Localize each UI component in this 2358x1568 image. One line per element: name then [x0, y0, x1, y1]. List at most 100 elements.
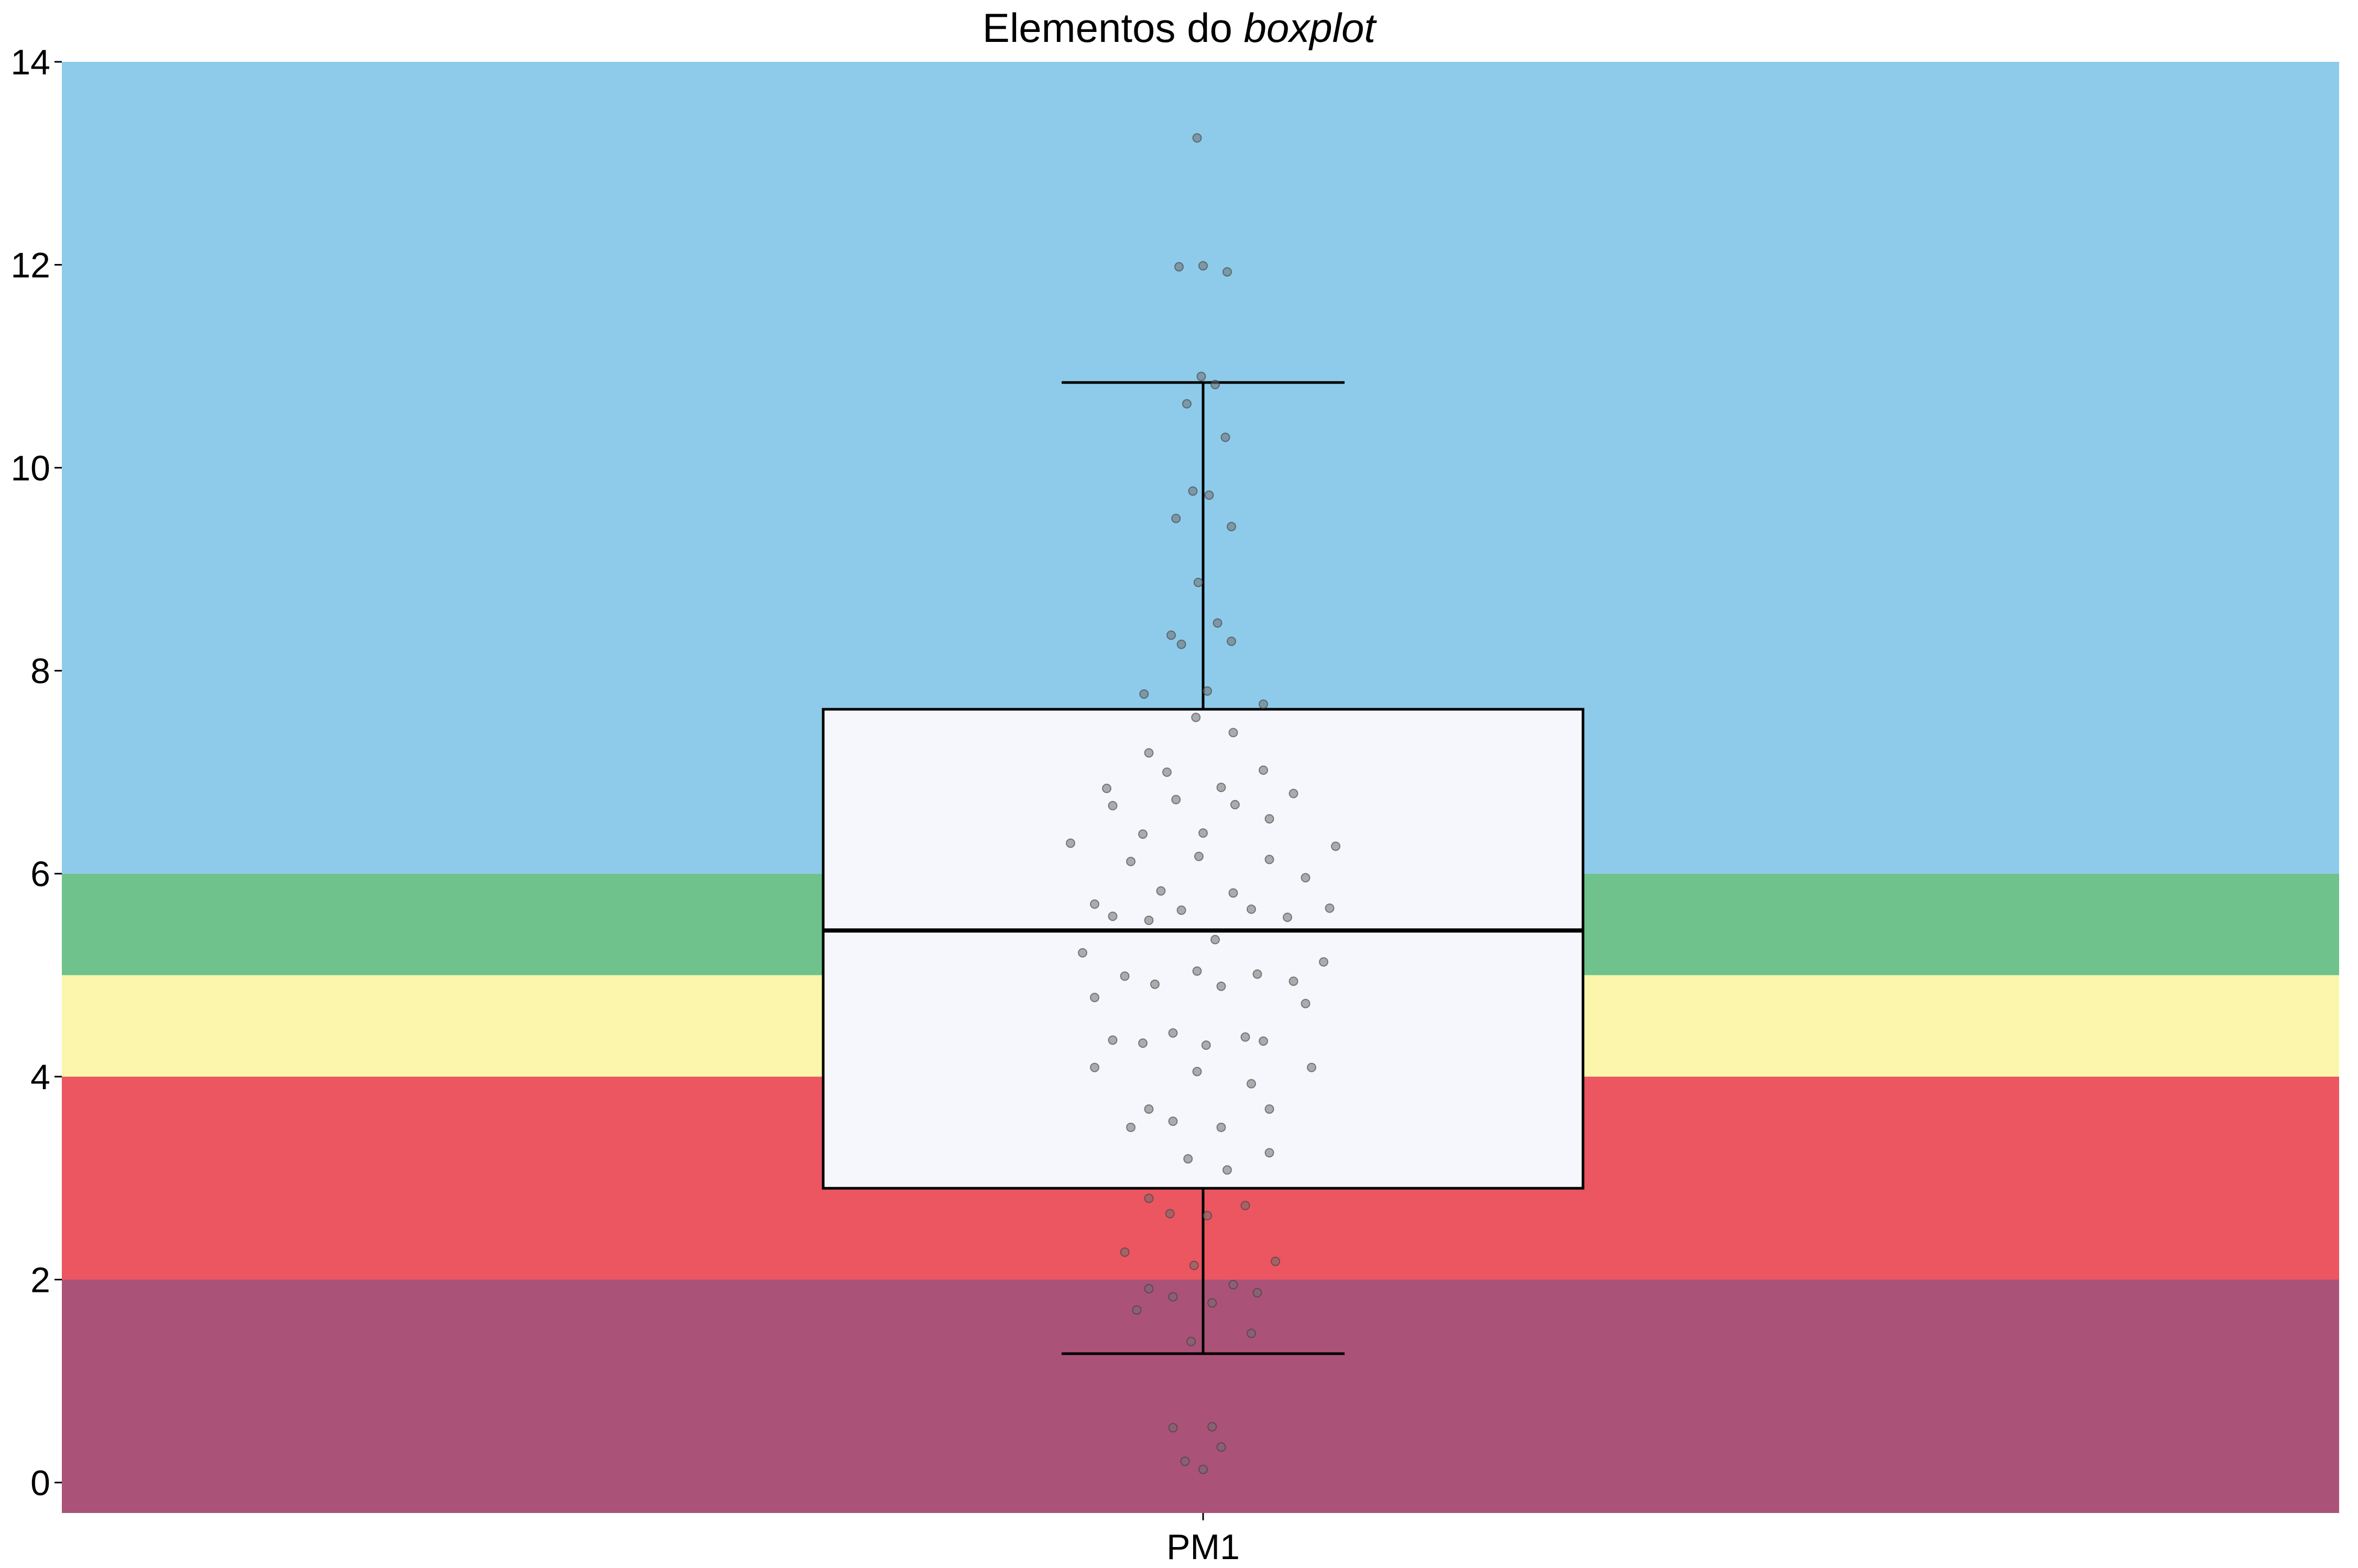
data-point [1066, 838, 1075, 848]
y-tick-label: 4 [30, 1057, 50, 1097]
data-point [1194, 851, 1204, 861]
data-point [1192, 966, 1202, 976]
data-point [1203, 686, 1213, 696]
data-point [1331, 841, 1340, 851]
chart-title-emphasis: boxplot [1243, 5, 1376, 51]
data-point [1168, 1423, 1178, 1433]
data-point [1144, 1193, 1154, 1203]
data-point [1325, 903, 1335, 913]
data-point [1259, 699, 1268, 709]
data-point [1216, 1442, 1226, 1452]
data-point [1198, 261, 1208, 271]
data-point [1271, 1256, 1280, 1266]
jitter-points [1066, 133, 1340, 1474]
data-point [1247, 904, 1256, 914]
data-point [1259, 765, 1268, 775]
data-point [1204, 490, 1214, 500]
data-point [1192, 1067, 1202, 1077]
data-point [1207, 1422, 1217, 1432]
y-tick-label: 6 [30, 854, 50, 894]
data-point [1319, 957, 1328, 967]
data-point [1201, 1040, 1211, 1050]
data-point [1186, 1336, 1196, 1346]
data-point [1301, 873, 1311, 883]
data-point [1168, 1292, 1178, 1302]
axes: 0 2 4 6 8 10 12 14 PM1 [10, 42, 1240, 1567]
data-point [1252, 1288, 1262, 1298]
data-point [1222, 1165, 1232, 1175]
data-point [1301, 999, 1311, 1008]
data-point [1144, 1284, 1154, 1293]
data-point [1156, 886, 1166, 896]
data-point [1132, 1305, 1142, 1315]
data-point [1216, 783, 1226, 792]
data-point [1289, 976, 1298, 986]
data-point [1102, 783, 1111, 793]
data-point [1168, 1116, 1178, 1126]
y-tick-label: 12 [10, 245, 50, 285]
data-point [1108, 801, 1118, 810]
data-point [1189, 1260, 1199, 1270]
y-tick-label: 14 [10, 42, 50, 82]
data-point [1090, 992, 1099, 1002]
data-point [1228, 728, 1238, 738]
x-tick-label: PM1 [1166, 1527, 1240, 1567]
data-point [1180, 1456, 1190, 1466]
data-point [1162, 767, 1172, 777]
data-point [1283, 912, 1292, 922]
data-point [1193, 577, 1203, 587]
data-point [1171, 513, 1181, 523]
chart-title-text: Elementos do [982, 5, 1232, 51]
data-point [1220, 432, 1230, 442]
data-point [1191, 712, 1201, 722]
data-point [1090, 899, 1099, 909]
data-point [1289, 788, 1298, 798]
y-tick-label: 0 [30, 1463, 50, 1503]
data-point [1171, 795, 1181, 805]
data-point [1108, 1035, 1118, 1045]
data-point [1207, 1298, 1217, 1308]
chart-title: Elementos do boxplot [0, 4, 2358, 52]
data-point [1227, 522, 1237, 532]
data-point [1144, 915, 1154, 925]
data-point [1227, 637, 1237, 646]
data-point [1090, 1062, 1099, 1072]
box-layer [822, 381, 1585, 1355]
data-point [1264, 814, 1274, 824]
y-tick-label: 2 [30, 1260, 50, 1300]
data-point [1210, 935, 1220, 945]
data-point [1213, 618, 1222, 628]
data-point [1192, 133, 1202, 143]
data-point [1166, 630, 1176, 640]
data-point [1264, 1104, 1274, 1114]
data-point [1264, 1148, 1274, 1158]
data-point [1078, 948, 1087, 958]
data-point [1210, 379, 1220, 389]
data-point [1108, 912, 1118, 922]
data-point [1240, 1201, 1250, 1211]
data-point [1198, 1464, 1208, 1474]
data-point [1182, 399, 1192, 409]
data-point [1247, 1079, 1256, 1089]
data-point [1247, 1329, 1256, 1339]
y-tick-label: 10 [10, 448, 50, 488]
data-point [1264, 854, 1274, 864]
data-point [1168, 1028, 1178, 1038]
data-point [1203, 1211, 1213, 1221]
data-point [1138, 829, 1148, 839]
data-point [1138, 1038, 1148, 1048]
data-point [1150, 979, 1160, 989]
data-point [1228, 888, 1238, 898]
data-point [1174, 262, 1184, 272]
data-point [1228, 1280, 1238, 1290]
data-point [1216, 1122, 1226, 1132]
data-point [1240, 1032, 1250, 1042]
data-point [1176, 905, 1186, 915]
data-point [1139, 689, 1149, 699]
data-point [1198, 828, 1208, 838]
data-point [1222, 267, 1232, 277]
data-point [1120, 1247, 1130, 1257]
data-point [1183, 1154, 1193, 1164]
data-point [1126, 1122, 1136, 1132]
